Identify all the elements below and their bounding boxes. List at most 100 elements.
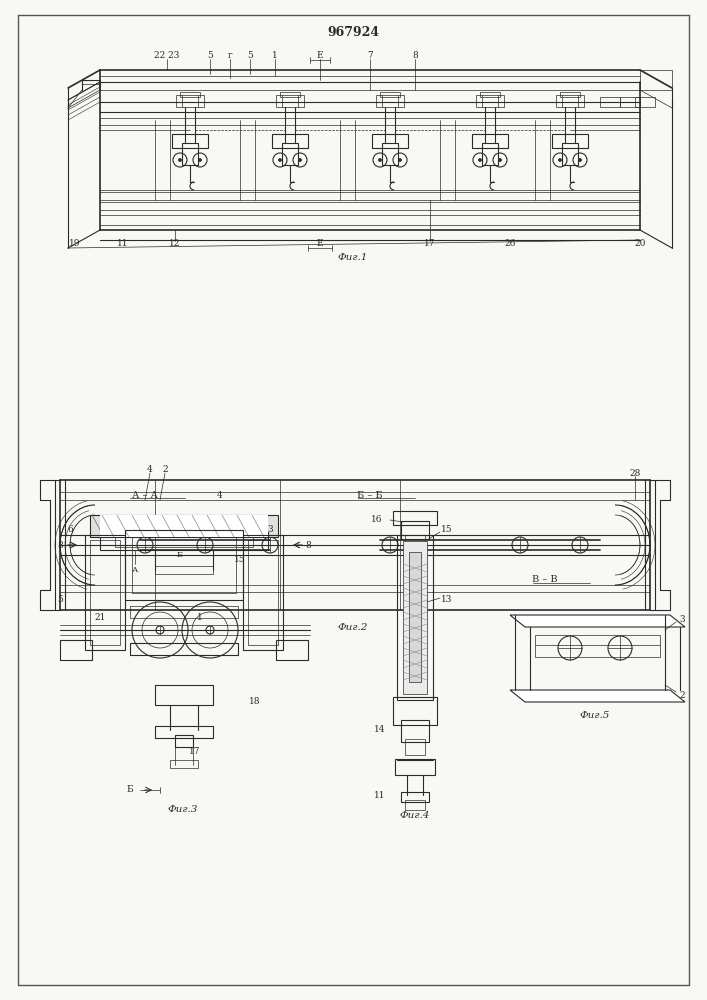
Text: 11: 11	[117, 239, 129, 248]
Text: г: г	[228, 50, 233, 60]
Bar	[382, 143, 398, 165]
Text: Б: Б	[127, 786, 134, 794]
Bar	[60, 640, 92, 660]
Text: 5: 5	[207, 50, 213, 60]
Bar	[176, 95, 204, 107]
Bar	[180, 92, 200, 97]
Text: 4: 4	[147, 466, 153, 475]
Circle shape	[156, 626, 164, 634]
Text: 8: 8	[305, 540, 311, 550]
Bar	[243, 535, 283, 650]
Bar	[560, 92, 580, 97]
Text: 13: 13	[441, 595, 452, 604]
Bar	[248, 540, 278, 645]
Bar	[200, 520, 230, 532]
Circle shape	[399, 158, 402, 161]
Bar	[175, 735, 193, 747]
Bar	[401, 792, 429, 802]
Bar	[620, 97, 640, 107]
Polygon shape	[510, 615, 685, 627]
Text: 3: 3	[679, 615, 685, 624]
Circle shape	[378, 158, 382, 161]
Bar	[272, 134, 308, 148]
Bar	[405, 535, 425, 545]
Bar	[397, 535, 433, 700]
Bar	[182, 143, 198, 165]
Bar	[482, 143, 498, 165]
Bar	[172, 134, 208, 148]
Bar	[282, 143, 298, 165]
Circle shape	[578, 158, 581, 161]
Bar	[640, 70, 672, 90]
Circle shape	[279, 158, 281, 161]
Bar	[376, 95, 404, 107]
Circle shape	[479, 158, 481, 161]
Text: Фиг.1: Фиг.1	[338, 252, 368, 261]
Text: 15: 15	[441, 526, 452, 534]
Circle shape	[178, 158, 182, 161]
Bar	[150, 520, 180, 532]
Bar	[556, 95, 584, 107]
Text: 2: 2	[162, 466, 168, 475]
Circle shape	[559, 158, 561, 161]
Text: А: А	[132, 566, 138, 574]
Bar	[100, 532, 268, 550]
Bar	[380, 92, 400, 97]
Text: Б: Б	[177, 551, 183, 559]
Bar	[90, 515, 278, 537]
Text: 22 23: 22 23	[154, 50, 180, 60]
Text: 19: 19	[69, 239, 81, 248]
Text: В – В: В – В	[532, 576, 558, 584]
Bar	[403, 541, 427, 694]
Text: 967924: 967924	[327, 25, 379, 38]
Text: 6: 6	[67, 526, 73, 534]
Bar	[405, 739, 425, 755]
Text: Б – Б: Б – Б	[357, 490, 382, 499]
Text: 7: 7	[367, 50, 373, 60]
Text: 26: 26	[504, 239, 515, 248]
Text: 28: 28	[629, 468, 641, 478]
Bar	[562, 143, 578, 165]
Text: 18: 18	[250, 698, 261, 706]
Text: 16: 16	[371, 516, 382, 524]
Bar	[472, 134, 508, 148]
Circle shape	[199, 158, 201, 161]
Bar	[395, 759, 435, 775]
Bar	[125, 530, 243, 600]
Bar	[600, 97, 620, 107]
Circle shape	[206, 626, 214, 634]
Text: 11: 11	[374, 790, 386, 800]
Circle shape	[498, 158, 501, 161]
Bar	[100, 520, 130, 532]
Bar	[635, 97, 655, 107]
Bar	[276, 640, 308, 660]
Bar	[480, 92, 500, 97]
Bar	[393, 697, 437, 725]
Bar	[535, 635, 660, 657]
Text: Фиг.4: Фиг.4	[400, 810, 430, 820]
Text: 5: 5	[247, 50, 253, 60]
Text: 21: 21	[94, 613, 105, 622]
Bar	[132, 537, 236, 593]
Bar	[155, 685, 213, 705]
Text: 2: 2	[679, 690, 685, 700]
Bar	[393, 511, 437, 525]
Bar	[155, 726, 213, 738]
Text: 3: 3	[267, 526, 273, 534]
Text: Фиг.3: Фиг.3	[168, 806, 198, 814]
Text: 12: 12	[169, 239, 181, 248]
Text: 5: 5	[57, 595, 63, 604]
Text: 17: 17	[189, 748, 201, 756]
Bar	[401, 521, 429, 539]
Text: А – А: А – А	[132, 490, 158, 499]
Bar	[100, 515, 268, 537]
Bar	[90, 540, 120, 645]
Bar	[115, 535, 253, 547]
Text: 1: 1	[272, 50, 278, 60]
Bar	[280, 92, 300, 97]
Bar	[552, 134, 588, 148]
Text: Е: Е	[317, 50, 323, 60]
Text: 8: 8	[412, 50, 418, 60]
Text: 4: 4	[217, 490, 223, 499]
Text: 17: 17	[424, 239, 436, 248]
